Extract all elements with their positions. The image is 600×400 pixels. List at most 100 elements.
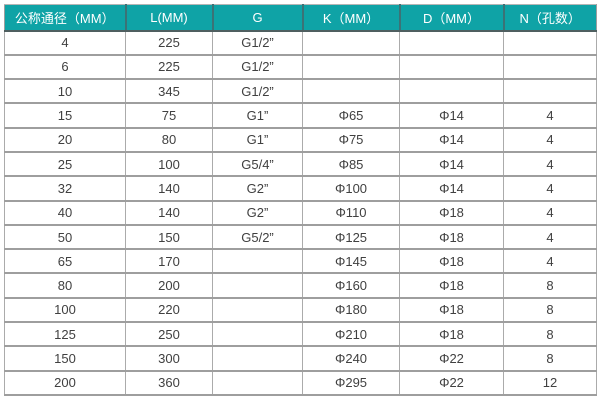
table-cell bbox=[503, 53, 597, 81]
table-cell: Φ18 bbox=[399, 199, 504, 226]
table-row: 80 200 Φ160 Φ18 8 bbox=[4, 272, 597, 299]
table-cell: Φ100 bbox=[302, 175, 400, 202]
table-cell: 8 bbox=[503, 296, 597, 324]
table-cell: Φ85 bbox=[302, 150, 400, 178]
table-cell: Φ18 bbox=[399, 321, 504, 348]
table-row: 65 170 Φ145 Φ18 4 bbox=[4, 248, 597, 275]
table-cell: G1” bbox=[212, 102, 303, 129]
table-cell: 4 bbox=[503, 150, 597, 178]
table-header: 公称通径（MM） L(MM) G K（MM） D（MM） N（孔数） bbox=[4, 4, 597, 32]
table-row: 4 225 G1/2” bbox=[4, 29, 597, 56]
table-cell bbox=[503, 29, 597, 56]
table-cell: Φ22 bbox=[399, 369, 504, 397]
column-header: 公称通径（MM） bbox=[4, 4, 127, 32]
table-cell bbox=[212, 321, 303, 348]
table-cell: 4 bbox=[503, 102, 597, 129]
table-cell bbox=[302, 53, 400, 81]
table-cell: 220 bbox=[125, 296, 213, 324]
table-cell: Φ14 bbox=[399, 150, 504, 178]
table-cell: 250 bbox=[125, 321, 213, 348]
table-row: 15 75 G1” Φ65 Φ14 4 bbox=[4, 102, 597, 129]
table-cell: Φ160 bbox=[302, 272, 400, 299]
table-cell: 4 bbox=[503, 248, 597, 275]
table-cell: 6 bbox=[4, 53, 126, 81]
table-cell: 32 bbox=[4, 175, 126, 202]
table-row: 150 300 Φ240 Φ22 8 bbox=[4, 345, 597, 372]
table-cell: 200 bbox=[125, 272, 213, 299]
table-cell: Φ14 bbox=[399, 102, 504, 129]
column-header: N（孔数） bbox=[502, 4, 597, 32]
table-cell: 360 bbox=[125, 369, 213, 397]
table-cell: Φ65 bbox=[302, 102, 400, 129]
table-cell: 150 bbox=[4, 345, 126, 372]
column-header: G bbox=[211, 4, 304, 32]
table-cell: Φ110 bbox=[302, 199, 400, 226]
table-cell: 170 bbox=[125, 248, 213, 275]
table-cell: Φ180 bbox=[302, 296, 400, 324]
table-cell bbox=[399, 53, 504, 81]
table-cell: 140 bbox=[125, 175, 213, 202]
table-cell bbox=[302, 78, 400, 105]
table-cell: 4 bbox=[4, 29, 126, 56]
table-cell: G2” bbox=[212, 175, 303, 202]
table-cell bbox=[212, 296, 303, 324]
table-cell: Φ75 bbox=[302, 126, 400, 153]
table-cell: G5/4” bbox=[212, 150, 303, 178]
table-cell bbox=[212, 248, 303, 275]
table-row: 100 220 Φ180 Φ18 8 bbox=[4, 296, 597, 324]
table-cell: 4 bbox=[503, 126, 597, 153]
table-cell bbox=[503, 78, 597, 105]
table-cell: 140 bbox=[125, 199, 213, 226]
table-cell: Φ18 bbox=[399, 272, 504, 299]
table-cell: G2” bbox=[212, 199, 303, 226]
table-cell: Φ18 bbox=[399, 223, 504, 251]
table-cell: 225 bbox=[125, 29, 213, 56]
table-cell: 4 bbox=[503, 175, 597, 202]
table-row: 50 150 G5/2” Φ125 Φ18 4 bbox=[4, 223, 597, 251]
table-row: 20 80 G1” Φ75 Φ14 4 bbox=[4, 126, 597, 153]
table-cell: 75 bbox=[125, 102, 213, 129]
spec-table-container: 公称通径（MM） L(MM) G K（MM） D（MM） N（孔数） 4 225 G1/2” 6… bbox=[4, 4, 597, 397]
table-cell: 100 bbox=[4, 296, 126, 324]
table-cell: 200 bbox=[4, 369, 126, 397]
table-cell: 65 bbox=[4, 248, 126, 275]
table-cell: Φ14 bbox=[399, 126, 504, 153]
table-cell: 40 bbox=[4, 199, 126, 226]
table-cell: 8 bbox=[503, 321, 597, 348]
table-cell: 100 bbox=[125, 150, 213, 178]
column-header: D（MM） bbox=[398, 4, 505, 32]
table-cell: 125 bbox=[4, 321, 126, 348]
table-row: 10 345 G1/2” bbox=[4, 78, 597, 105]
table-cell: 8 bbox=[503, 272, 597, 299]
table-cell: 80 bbox=[125, 126, 213, 153]
table-row: 200 360 Φ295 Φ22 12 bbox=[4, 369, 597, 397]
table-cell: 4 bbox=[503, 199, 597, 226]
dimension-spec-table: 公称通径（MM） L(MM) G K（MM） D（MM） N（孔数） 4 225 G1/2” 6… bbox=[4, 4, 597, 397]
table-body: 4 225 G1/2” 6 225 G1/2” 10 345 G1/2” 15 75 G1” Φ65 Φ1… bbox=[4, 29, 597, 397]
table-cell bbox=[212, 345, 303, 372]
table-cell: Φ18 bbox=[399, 248, 504, 275]
table-cell: Φ14 bbox=[399, 175, 504, 202]
table-cell: 12 bbox=[503, 369, 597, 397]
table-cell: 225 bbox=[125, 53, 213, 81]
table-cell: 8 bbox=[503, 345, 597, 372]
table-cell: G1/2” bbox=[212, 53, 303, 81]
column-header: L(MM) bbox=[124, 4, 214, 32]
table-cell: 15 bbox=[4, 102, 126, 129]
column-header: K（MM） bbox=[301, 4, 401, 32]
table-cell bbox=[399, 29, 504, 56]
table-row: 125 250 Φ210 Φ18 8 bbox=[4, 321, 597, 348]
table-cell: Φ240 bbox=[302, 345, 400, 372]
table-cell bbox=[212, 369, 303, 397]
header-row: 公称通径（MM） L(MM) G K（MM） D（MM） N（孔数） bbox=[4, 4, 597, 32]
table-cell: 50 bbox=[4, 223, 126, 251]
table-row: 40 140 G2” Φ110 Φ18 4 bbox=[4, 199, 597, 226]
table-cell bbox=[302, 29, 400, 56]
table-cell: Φ210 bbox=[302, 321, 400, 348]
table-cell bbox=[212, 272, 303, 299]
table-row: 32 140 G2” Φ100 Φ14 4 bbox=[4, 175, 597, 202]
table-cell: Φ145 bbox=[302, 248, 400, 275]
table-cell bbox=[399, 78, 504, 105]
table-cell: G1/2” bbox=[212, 29, 303, 56]
table-cell: 10 bbox=[4, 78, 126, 105]
